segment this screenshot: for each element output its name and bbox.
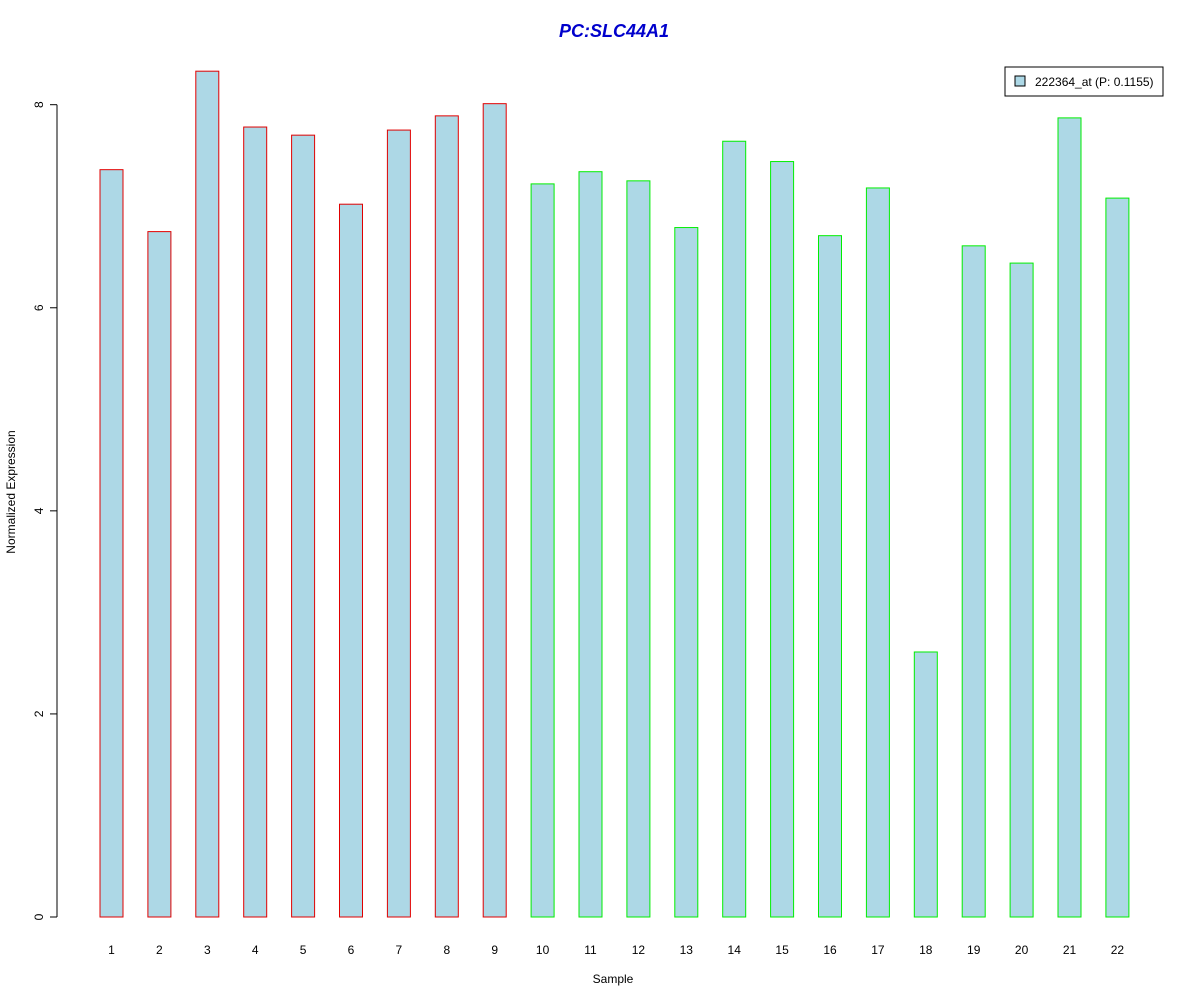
bar (1057, 117, 1082, 918)
y-tick-label: 0 (32, 913, 46, 920)
bar (674, 227, 699, 918)
x-tick-label: 11 (584, 943, 597, 957)
bar (386, 129, 411, 918)
legend: 222364_at (P: 0.1155) (1004, 66, 1164, 97)
x-tick-label: 4 (252, 943, 259, 957)
x-tick-label: 20 (1015, 943, 1029, 957)
bar (195, 70, 220, 918)
x-tick-label: 8 (443, 943, 450, 957)
bar (482, 103, 507, 918)
x-tick-label: 13 (680, 943, 694, 957)
y-tick-label: 6 (32, 304, 46, 311)
x-tick-labels: 1 2 3 4 5 6 7 8 9 10 11 12 13 14 15 16 17 18 19 20 21 22 (108, 943, 1124, 957)
x-tick-label: 3 (204, 943, 211, 957)
legend-entry: 222364_at (P: 0.1155) (1035, 75, 1154, 89)
x-tick-label: 18 (919, 943, 933, 957)
x-tick-label: 10 (536, 943, 550, 957)
x-tick-label: 14 (728, 943, 742, 957)
bar (1105, 197, 1130, 918)
bar (578, 171, 603, 918)
bar (291, 134, 316, 918)
x-tick-label: 16 (823, 943, 837, 957)
bar (770, 161, 795, 918)
y-axis: 0 2 4 6 8 (32, 101, 58, 920)
bar (99, 169, 124, 918)
bar (147, 231, 172, 918)
x-axis-label: Sample (593, 972, 634, 986)
x-tick-label: 1 (108, 943, 115, 957)
bar (530, 183, 555, 918)
x-tick-label: 19 (967, 943, 981, 957)
x-tick-label: 6 (348, 943, 355, 957)
x-tick-label: 22 (1111, 943, 1125, 957)
legend-box (1004, 66, 1164, 97)
bar (243, 126, 268, 918)
x-tick-label: 12 (632, 943, 646, 957)
bar (913, 651, 938, 918)
bar (722, 140, 747, 918)
bar (865, 187, 890, 918)
y-axis-label: Normalized Expression (4, 430, 18, 553)
x-tick-label: 2 (156, 943, 163, 957)
x-tick-label: 9 (491, 943, 498, 957)
x-tick-label: 17 (871, 943, 885, 957)
bar (339, 203, 363, 918)
x-tick-label: 5 (300, 943, 307, 957)
x-tick-label: 7 (396, 943, 403, 957)
bars (99, 70, 1130, 918)
bar (434, 115, 459, 918)
bar (818, 235, 842, 918)
chart-title: PC:SLC44A1 (559, 21, 669, 41)
x-tick-label: 21 (1063, 943, 1077, 957)
y-tick-label: 8 (32, 101, 46, 108)
legend-swatch (1014, 75, 1026, 87)
x-tick-label: 15 (775, 943, 789, 957)
bar (1009, 262, 1034, 918)
bar (626, 180, 651, 918)
y-tick-label: 4 (32, 507, 46, 514)
bar (961, 245, 986, 918)
y-tick-label: 2 (32, 710, 46, 717)
